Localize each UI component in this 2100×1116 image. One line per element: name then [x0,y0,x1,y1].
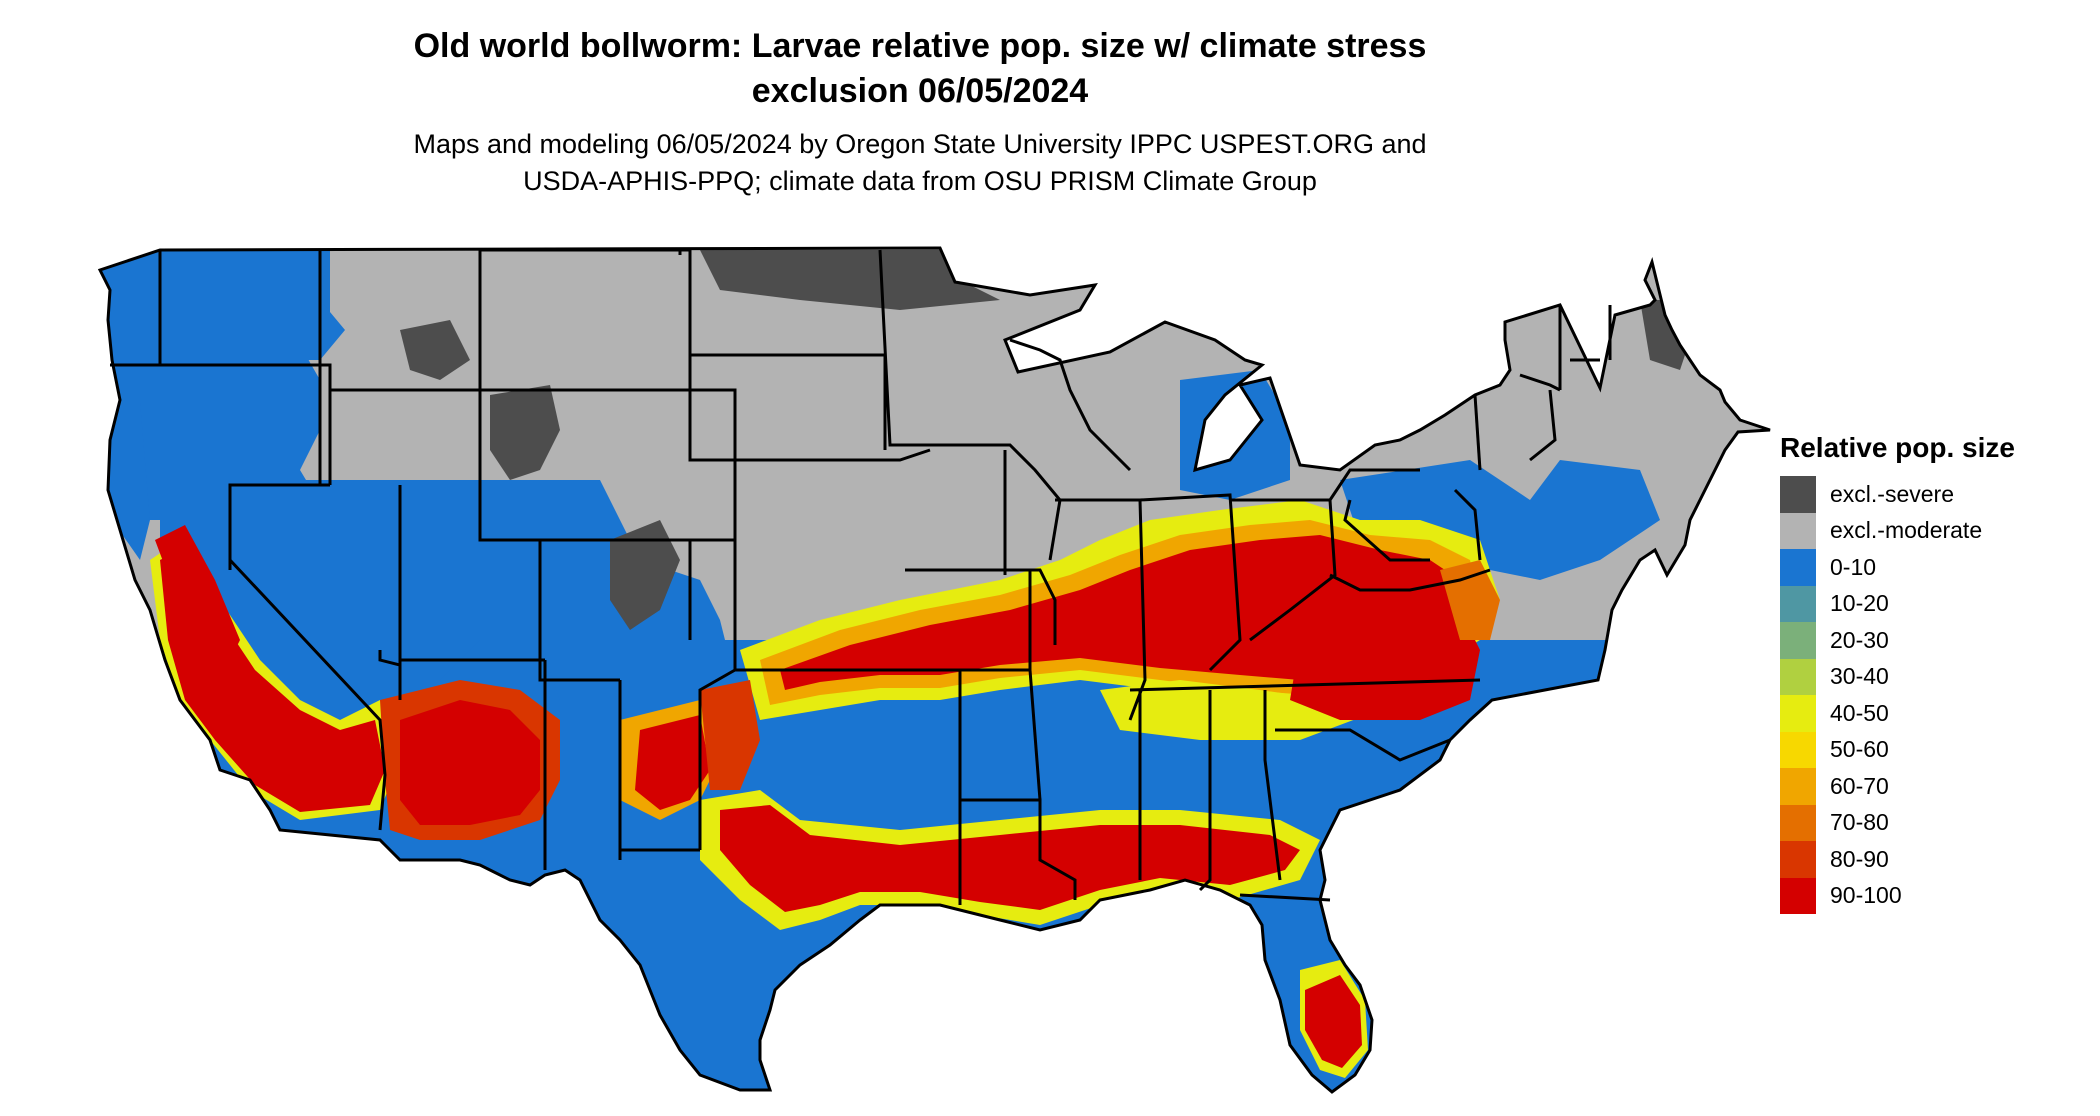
legend-item: excl.-severe [1780,476,2080,513]
legend-item: 60-70 [1780,768,2080,805]
legend-swatch [1780,658,1816,695]
legend-title: Relative pop. size [1780,432,2015,463]
legend-item: 30-40 [1780,658,2080,695]
legend-swatch [1780,731,1816,768]
map-subtitle-line-2: USDA-APHIS-PPQ; climate data from OSU PR… [523,166,1317,196]
legend-label: excl.-severe [1830,480,1954,507]
legend-label: 90-100 [1830,882,1902,909]
legend-label: 70-80 [1830,809,1889,836]
legend-swatch [1780,804,1816,841]
legend-label: 40-50 [1830,699,1889,726]
legend-swatch [1780,877,1816,914]
legend-item: 10-20 [1780,585,2080,622]
legend-label: 30-40 [1830,663,1889,690]
legend-swatch [1780,476,1816,513]
map-title-line-1: Old world bollworm: Larvae relative pop.… [413,27,1427,65]
legend-label: 20-30 [1830,626,1889,653]
legend-label: 0-10 [1830,553,1877,580]
legend-item: 20-30 [1780,622,2080,659]
legend-items: excl.-severe excl.-moderate 0-10 10-20 20-30… [1780,476,2080,914]
map-title-line-2: exclusion 06/05/2024 [751,72,1089,110]
legend-label: 50-60 [1830,736,1889,763]
legend-item: 70-80 [1780,804,2080,841]
legend-label: 60-70 [1830,772,1889,799]
legend-item: 90-100 [1780,877,2080,914]
legend-item: 40-50 [1780,695,2080,732]
map-subtitle: Maps and modeling 06/05/2024 by Oregon S… [300,126,1540,200]
legend-item: excl.-moderate [1780,512,2080,549]
legend: Relative pop. size excl.-severe excl.-mod… [1780,430,2080,914]
legend-swatch [1780,585,1816,622]
legend-swatch [1780,512,1816,549]
legend-item: 50-60 [1780,731,2080,768]
legend-label: 80-90 [1830,845,1889,872]
legend-item: 0-10 [1780,549,2080,586]
legend-swatch [1780,768,1816,805]
state-boundaries [98,246,1772,1094]
legend-item: 80-90 [1780,841,2080,878]
legend-label: excl.-moderate [1830,517,1983,544]
legend-swatch [1780,695,1816,732]
legend-swatch [1780,841,1816,878]
legend-swatch [1780,549,1816,586]
legend-swatch [1780,622,1816,659]
map-title: Old world bollworm: Larvae relative pop.… [300,24,1540,114]
map-subtitle-line-1: Maps and modeling 06/05/2024 by Oregon S… [413,129,1427,159]
legend-label: 10-20 [1830,590,1889,617]
